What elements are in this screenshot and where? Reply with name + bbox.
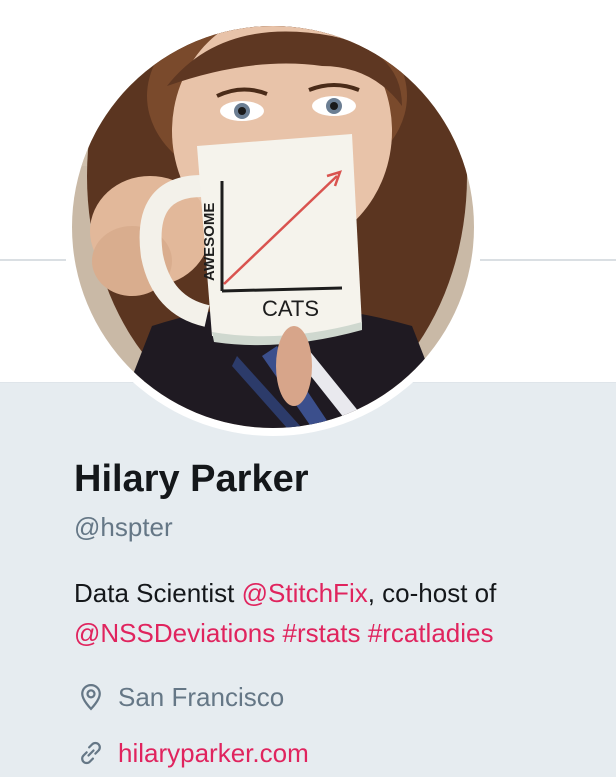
bio-hashtag-rstats[interactable]: #rstats <box>282 618 361 648</box>
profile-handle[interactable]: @hspter <box>74 512 173 542</box>
bio-text-middle: , co-host of <box>367 578 497 608</box>
location-pin-icon <box>74 680 108 714</box>
bio-mention-nssdeviations[interactable]: @NSSDeviations <box>74 618 276 648</box>
bio-mention-stitchfix[interactable]: @StitchFix <box>241 578 368 608</box>
mug-y-label: AWESOME <box>201 203 218 281</box>
link-icon <box>74 736 108 770</box>
profile-display-name[interactable]: Hilary Parker <box>74 458 309 500</box>
profile-website[interactable]: hilaryparker.com <box>74 735 309 771</box>
bio-hashtag-rcatladies[interactable]: #rcatladies <box>367 618 494 648</box>
profile-bio: Data Scientist @StitchFix, co-host of @N… <box>74 573 594 653</box>
header-divider-left <box>0 259 66 261</box>
mug-x-label: CATS <box>262 296 319 321</box>
profile-card <box>0 382 616 777</box>
header-divider-right <box>480 259 616 261</box>
avatar[interactable]: AWESOME CATS <box>72 26 474 428</box>
website-link[interactable]: hilaryparker.com <box>118 737 309 768</box>
profile-location: San Francisco <box>74 679 284 715</box>
location-text: San Francisco <box>118 681 285 712</box>
avatar-ring[interactable]: AWESOME CATS <box>64 18 482 436</box>
avatar-image: AWESOME CATS <box>72 26 474 428</box>
bio-text-prefix: Data Scientist <box>74 578 242 608</box>
